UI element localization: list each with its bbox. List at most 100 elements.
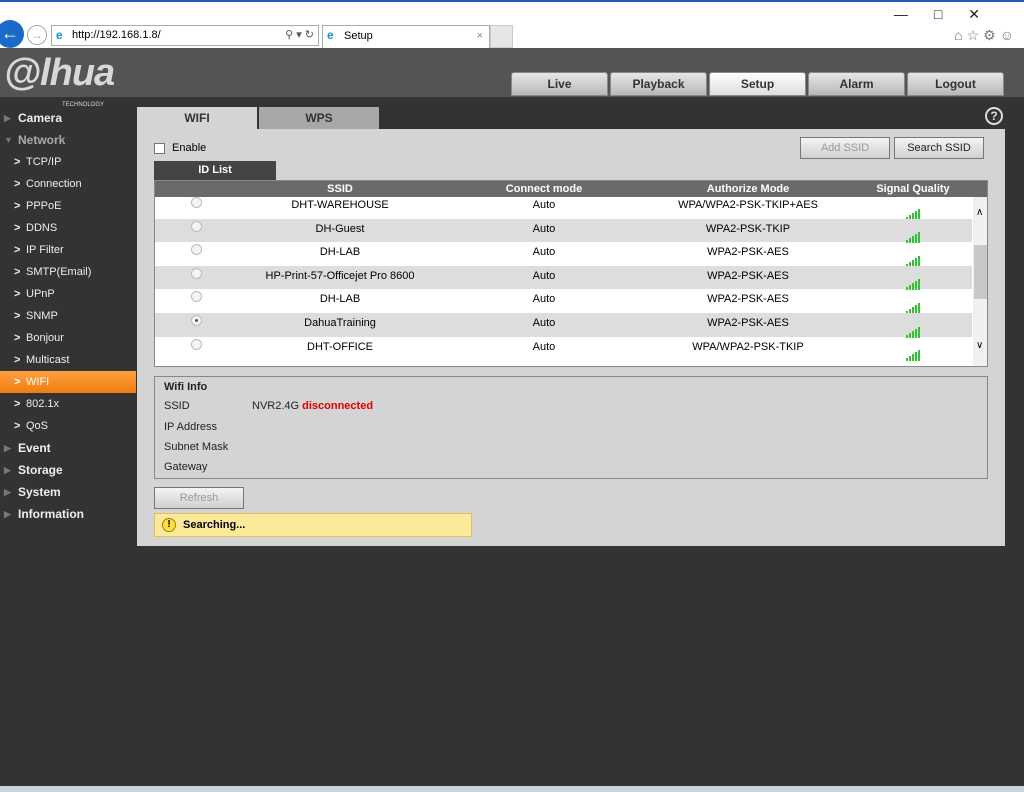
- authorize-mode-cell: WPA2-PSK-AES: [707, 246, 789, 259]
- sidebar-item-label: Camera: [18, 111, 63, 125]
- sidebar-item-label: 802.1x: [26, 398, 60, 410]
- table-row[interactable]: DahuaTraining Auto WPA2-PSK-AES: [155, 313, 972, 338]
- sidebar-item-pppoe[interactable]: > PPPoE: [0, 195, 136, 217]
- address-bar[interactable]: e http://192.168.1.8/ ⚲ ▾ ↻: [51, 25, 319, 46]
- expand-arrow-icon: ▶: [4, 509, 11, 519]
- sidebar-item-camera[interactable]: ▶ Camera: [0, 107, 136, 129]
- new-tab-button[interactable]: [490, 25, 513, 48]
- signal-strength-icon: [905, 270, 921, 291]
- select-radio[interactable]: [191, 315, 202, 326]
- sidebar-item-label: Bonjour: [26, 332, 64, 344]
- table-scrollbar[interactable]: ∧ ∨: [973, 197, 987, 366]
- select-radio[interactable]: [191, 220, 202, 232]
- tab-wifi[interactable]: WIFI: [137, 107, 257, 129]
- table-row[interactable]: DH-LAB Auto WPA2-PSK-AES: [155, 289, 972, 314]
- sidebar-item-bonjour[interactable]: > Bonjour: [0, 327, 136, 349]
- sidebar-item-system[interactable]: ▶ System: [0, 481, 136, 503]
- sidebar-item-snmp[interactable]: > SNMP: [0, 305, 136, 327]
- forward-button[interactable]: →: [27, 25, 47, 45]
- sidebar-item-network[interactable]: ▼ Network: [0, 129, 136, 151]
- select-radio[interactable]: [191, 244, 202, 256]
- expand-arrow-icon: ▶: [4, 443, 11, 453]
- dahua-logo: @lhua TECHNOLOGY: [4, 52, 115, 108]
- authorize-mode-cell: WPA/WPA2-PSK-TKIP+AES: [678, 199, 818, 211]
- sidebar-item-qos[interactable]: > QoS: [0, 415, 136, 437]
- ssid-cell: DH-LAB: [319, 293, 361, 306]
- ssid-cell: DahuaTraining: [304, 317, 376, 329]
- nav-tab-playback[interactable]: Playback: [610, 72, 707, 96]
- status-text: Searching...: [183, 519, 246, 531]
- refresh-button[interactable]: Refresh: [154, 487, 244, 509]
- select-radio[interactable]: [191, 338, 202, 350]
- help-icon[interactable]: ?: [985, 107, 1003, 125]
- signal-strength-icon: [905, 200, 921, 220]
- select-radio[interactable]: [191, 267, 202, 279]
- signal-quality-cell: [873, 289, 953, 314]
- sidebar-item-802-1x[interactable]: >802.1x: [0, 393, 136, 415]
- enable-label: Enable: [172, 142, 207, 154]
- authorize-mode-cell: WPA/WPA2-PSK-TKIP: [692, 340, 804, 353]
- sidebar-item-tcp-ip[interactable]: > TCP/IP: [0, 151, 136, 173]
- enable-checkbox[interactable]: [154, 143, 165, 154]
- signal-quality-cell: [873, 337, 953, 362]
- select-radio[interactable]: [191, 291, 202, 303]
- table-row[interactable]: DHT-OFFICE Auto WPA/WPA2-PSK-TKIP: [155, 337, 972, 362]
- select-radio[interactable]: [191, 197, 202, 208]
- table-row[interactable]: HP-Print-57-Officejet Pro 8600 Auto WPA2…: [155, 265, 972, 291]
- sidebar-item-storage[interactable]: ▶ Storage: [0, 459, 136, 481]
- connect-mode-cell: Auto: [532, 269, 556, 282]
- expand-arrow-icon: ▶: [4, 487, 11, 497]
- expand-arrow-icon: ▶: [4, 465, 11, 475]
- signal-strength-icon: [905, 247, 921, 267]
- sidebar-item-wifi[interactable]: > WIFI: [0, 371, 136, 393]
- sidebar-item-upnp[interactable]: > UPnP: [0, 283, 136, 305]
- sidebar-item-ddns[interactable]: > DDNS: [0, 217, 136, 239]
- sidebar-item-label: QoS: [26, 420, 49, 432]
- signal-quality-cell: [873, 195, 953, 220]
- ssid-table: SSID Connect mode Authorize Mode Signal …: [154, 180, 988, 367]
- browser-toolbar-icons[interactable]: ⌂☆⚙☺: [954, 27, 1018, 43]
- nav-tab-setup[interactable]: Setup: [709, 72, 806, 96]
- chevron-right-icon: >: [14, 244, 21, 256]
- sidebar-item-smtp-email-[interactable]: > SMTP(Email): [0, 261, 136, 283]
- status-message: ! Searching...: [154, 513, 472, 537]
- col-connect-mode: Connect mode: [505, 183, 583, 195]
- table-row[interactable]: DH-Guest Auto WPA2-PSK-TKIP: [155, 218, 972, 244]
- sidebar-item-label: System: [18, 485, 61, 499]
- scroll-down-icon[interactable]: ∨: [976, 340, 984, 351]
- sidebar-item-multicast[interactable]: > Multicast: [0, 349, 136, 371]
- close-tab-icon[interactable]: ×: [476, 30, 483, 42]
- nav-tab-alarm[interactable]: Alarm: [808, 72, 905, 96]
- expand-arrow-icon: ▶: [4, 113, 11, 123]
- browser-tab[interactable]: e Setup ×: [322, 25, 490, 48]
- table-row[interactable]: DHT-WAREHOUSE Auto WPA/WPA2-PSK-TKIP+AES: [155, 195, 972, 220]
- scroll-thumb[interactable]: [974, 245, 987, 299]
- window-controls[interactable]: —□✕: [893, 6, 1006, 22]
- sidebar-item-information[interactable]: ▶ Information: [0, 503, 136, 525]
- add-ssid-button[interactable]: Add SSID: [800, 137, 890, 159]
- sidebar-item-event[interactable]: ▶ Event: [0, 437, 136, 459]
- signal-strength-icon: [905, 341, 921, 362]
- chevron-right-icon: >: [14, 178, 21, 190]
- search-ssid-button[interactable]: Search SSID: [894, 137, 984, 159]
- connect-mode-cell: Auto: [532, 222, 556, 235]
- sidebar-item-ip-filter[interactable]: > IP Filter: [0, 239, 136, 261]
- table-row[interactable]: DH-LAB Auto WPA2-PSK-AES: [155, 242, 972, 267]
- chevron-right-icon: >: [14, 156, 21, 168]
- connect-mode-cell: Auto: [532, 317, 556, 329]
- sidebar-item-label: WIFI: [26, 376, 50, 388]
- signal-strength-icon: [905, 318, 921, 338]
- url-text: http://192.168.1.8/: [72, 29, 161, 41]
- nav-tab-logout[interactable]: Logout: [907, 72, 1004, 96]
- scroll-up-icon[interactable]: ∧: [976, 207, 984, 218]
- sidebar-item-label: Event: [18, 441, 51, 455]
- id-list-tab[interactable]: ID List: [154, 161, 276, 180]
- sidebar-item-label: UPnP: [26, 288, 55, 300]
- ssid-cell: DH-Guest: [315, 222, 365, 235]
- back-button[interactable]: ←: [0, 20, 24, 48]
- sidebar-item-label: DDNS: [26, 222, 58, 234]
- tab-wps[interactable]: WPS: [259, 107, 379, 129]
- nav-tab-live[interactable]: Live: [511, 72, 608, 96]
- search-refresh-icon[interactable]: ⚲ ▾ ↻: [285, 29, 314, 41]
- sidebar-item-connection[interactable]: > Connection: [0, 173, 136, 195]
